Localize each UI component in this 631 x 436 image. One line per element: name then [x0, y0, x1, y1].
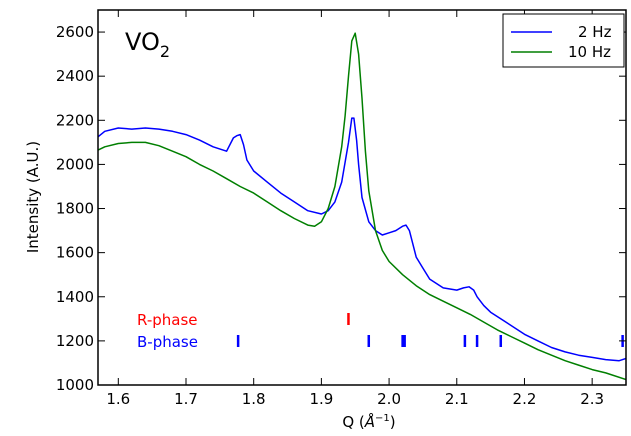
x-axis-label-exponent: −1 [375, 413, 390, 424]
x-axis-label-unit: Å [364, 412, 375, 431]
chart-title-subscript: 2 [160, 42, 170, 61]
y-tick-label: 1600 [56, 244, 94, 262]
axis-ticks: 1.6 1.7 1.8 1.9 2.0 2.1 2.2 2.3 1000 1200 1400 1600… [56, 10, 626, 408]
legend: 2 Hz 10 Hz [502, 13, 625, 68]
y-tick-label: 2600 [56, 23, 94, 41]
y-tick-label: 1000 [56, 376, 94, 394]
x-tick-label: 2.0 [377, 390, 401, 408]
plot-lines [98, 32, 626, 381]
phase-label-r-phase: R-phase [137, 311, 198, 329]
series-line-10hz [98, 32, 626, 381]
x-tick-label: 1.6 [106, 390, 130, 408]
phase-markers: R-phase B-phase [137, 311, 624, 351]
x-tick-label: 2.3 [580, 390, 604, 408]
plot-frame [97, 9, 627, 386]
x-tick-label: 1.9 [309, 390, 333, 408]
y-axis-label: Intensity (A.U.) [24, 141, 42, 253]
legend-box [502, 13, 625, 68]
y-tick-label: 1400 [56, 288, 94, 306]
y-tick-label: 1800 [56, 200, 94, 218]
x-tick-label: 1.7 [174, 390, 198, 408]
y-tick-label: 2000 [56, 155, 94, 173]
y-tick-label: 2200 [56, 111, 94, 129]
y-tick-label: 2400 [56, 67, 94, 85]
legend-label-10hz: 10 Hz [568, 43, 611, 61]
series-line-2hz [98, 117, 626, 362]
y-tick-label: 1200 [56, 332, 94, 350]
x-axis-label-close: ) [390, 413, 396, 431]
chart-title: VO2 [125, 28, 170, 61]
legend-label-2hz: 2 Hz [578, 23, 612, 41]
x-tick-label: 2.1 [445, 390, 469, 408]
x-tick-label: 1.8 [242, 390, 266, 408]
chart-title-main: VO [125, 28, 160, 56]
x-axis-label: Q (Å−1) [342, 412, 395, 431]
x-axis-label-main: Q ( [342, 413, 364, 431]
phase-label-b-phase: B-phase [137, 333, 198, 351]
x-tick-label: 2.2 [513, 390, 537, 408]
